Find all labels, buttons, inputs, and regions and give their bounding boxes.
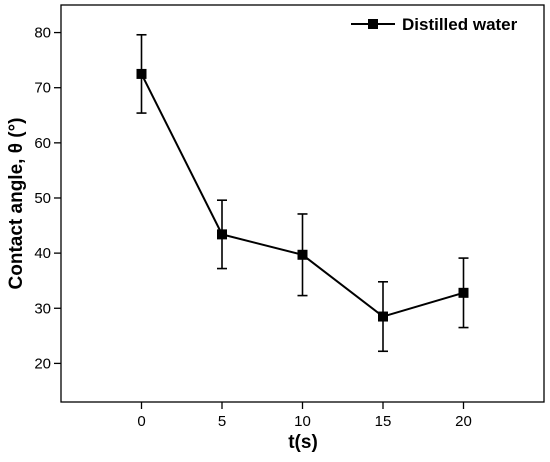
legend: Distilled water [351, 15, 518, 34]
y-tick-label: 20 [34, 355, 51, 372]
y-tick-label: 80 [34, 25, 51, 42]
y-tick-label: 30 [34, 300, 51, 317]
y-tick-label: 40 [34, 245, 51, 262]
series-layer [136, 33, 469, 353]
y-axis: 20 30 40 50 60 70 80 [34, 25, 61, 372]
x-tick-label: 5 [218, 413, 226, 430]
legend-label: Distilled water [402, 15, 518, 34]
y-tick-label: 70 [34, 80, 51, 97]
x-axis: 0 5 10 15 20 [137, 402, 472, 430]
y-tick-label: 50 [34, 190, 51, 207]
data-point-marker [297, 249, 308, 260]
data-point-marker [136, 68, 147, 79]
x-tick-label: 10 [294, 413, 311, 430]
y-axis-title: Contact angle, θ (°) [6, 118, 27, 290]
y-tick-label: 60 [34, 135, 51, 152]
plot-frame [60, 4, 545, 403]
data-point-marker [378, 311, 388, 322]
x-axis-title: t(s) [288, 432, 318, 453]
legend-marker [368, 19, 378, 29]
x-tick-label: 20 [455, 413, 472, 430]
data-point-marker [217, 229, 227, 240]
x-tick-label: 15 [375, 413, 392, 430]
x-tick-label: 0 [137, 413, 145, 430]
data-point-marker [458, 287, 469, 298]
